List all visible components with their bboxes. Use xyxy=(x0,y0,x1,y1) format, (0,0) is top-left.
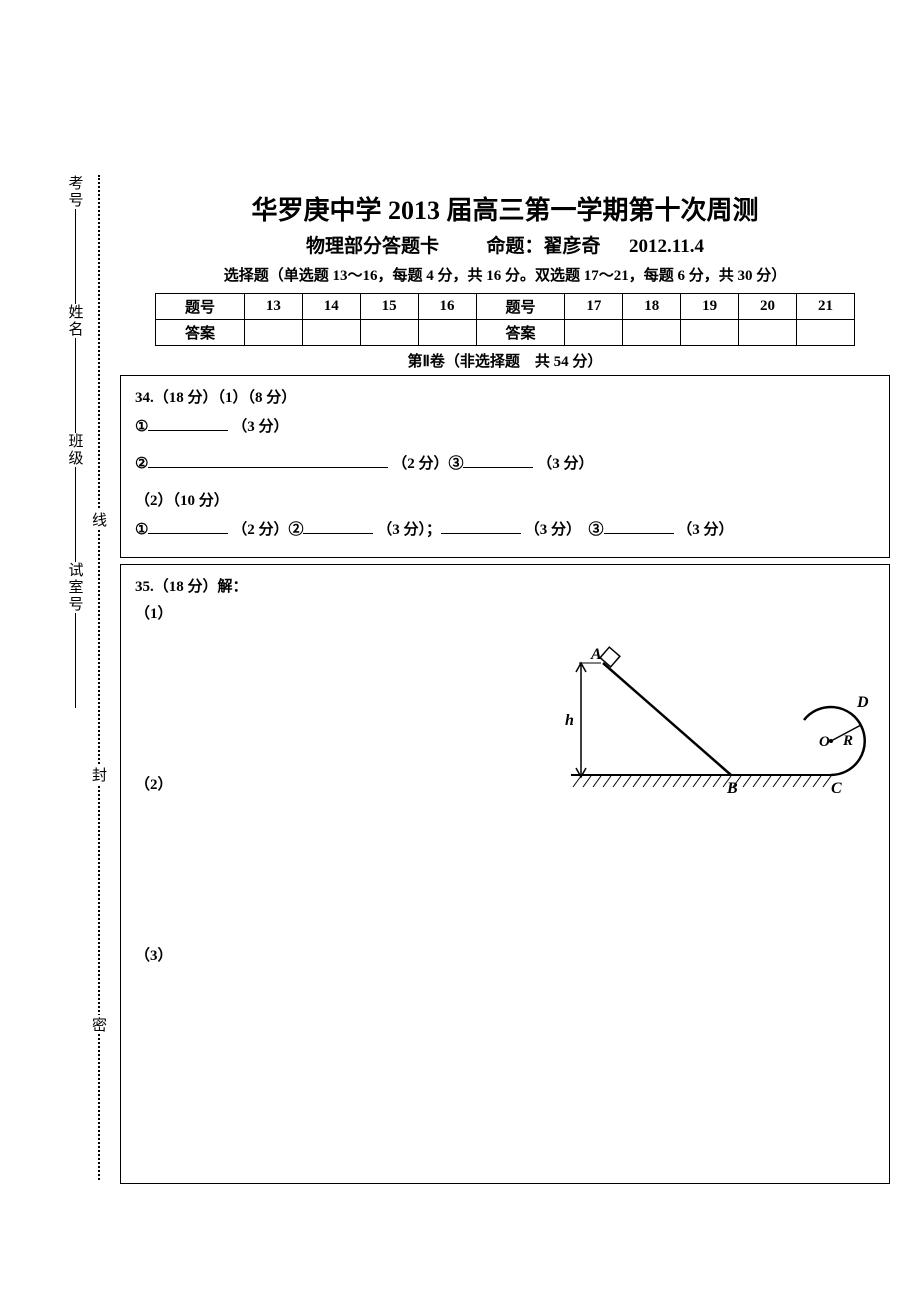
answer-cell[interactable] xyxy=(739,320,797,346)
q35-sub1: （1） xyxy=(135,602,875,623)
q35-sub3: （3） xyxy=(135,944,875,965)
fill-blank[interactable] xyxy=(463,453,533,468)
label-O: O xyxy=(819,734,830,750)
physics-diagram: A B C D O R h xyxy=(531,645,871,825)
binding-label-shishihao: 试室号 xyxy=(65,562,86,613)
answer-cell[interactable] xyxy=(360,320,418,346)
binding-blank xyxy=(75,467,76,562)
q34-header: 34.（18 分）（1）（8 分） xyxy=(135,386,875,407)
q34-1-2: ② （2 分）③ （3 分） xyxy=(135,452,875,473)
question-35-box: 35.（18 分）解： （1） （2） （3） xyxy=(120,564,890,1184)
q34-1-1: ① （3 分） xyxy=(135,415,875,436)
fill-blank[interactable] xyxy=(303,519,373,534)
table-cell: 17 xyxy=(565,294,623,320)
answer-cell[interactable] xyxy=(244,320,302,346)
label-R: R xyxy=(842,733,853,749)
page-title: 华罗庚中学 2013 届高三第一学期第十次周测 xyxy=(120,190,890,227)
answer-table: 题号 13 14 15 16 题号 17 18 19 20 21 答案 答案 xyxy=(155,293,855,346)
fill-blank[interactable] xyxy=(148,453,388,468)
answer-cell[interactable] xyxy=(623,320,681,346)
q34-2-header: （2）（10 分） xyxy=(135,489,875,510)
binding-label-kaohao: 考号 xyxy=(65,175,86,209)
answer-cell[interactable] xyxy=(565,320,623,346)
label-A: A xyxy=(590,646,602,663)
main-content: 华罗庚中学 2013 届高三第一学期第十次周测 物理部分答题卡 命题：翟彦奇 2… xyxy=(120,190,890,1184)
table-cell: 18 xyxy=(623,294,681,320)
seal-label-mi: 密 xyxy=(88,1015,109,1034)
answer-cell[interactable] xyxy=(681,320,739,346)
answer-cell[interactable] xyxy=(302,320,360,346)
binding-blank xyxy=(75,613,76,708)
subtitle-author: 命题：翟彦奇 xyxy=(487,236,601,257)
binding-blank xyxy=(75,338,76,433)
label-C: C xyxy=(831,780,842,797)
section2-title: 第Ⅱ卷（非选择题 共 54 分） xyxy=(120,350,890,371)
table-cell: 答案 xyxy=(476,320,565,346)
q34-2-1: ① （2 分）② （3 分）； （3 分） ③ （3 分） xyxy=(135,518,875,539)
incline-line xyxy=(603,663,731,775)
seal-label-xian: 线 xyxy=(88,510,109,529)
seal-label-feng: 封 xyxy=(88,765,109,784)
table-row: 题号 13 14 15 16 题号 17 18 19 20 21 xyxy=(156,294,855,320)
label-D: D xyxy=(856,694,869,711)
table-cell: 答案 xyxy=(156,320,245,346)
mc-instruction: 选择题（单选题 13～16，每题 4 分，共 16 分。双选题 17～21，每题… xyxy=(120,264,890,285)
binding-label-xingming: 姓名 xyxy=(65,304,86,338)
q35-header: 35.（18 分）解： xyxy=(135,575,875,596)
table-cell: 14 xyxy=(302,294,360,320)
table-row: 答案 答案 xyxy=(156,320,855,346)
answer-cell[interactable] xyxy=(797,320,855,346)
fill-blank[interactable] xyxy=(148,519,228,534)
table-cell: 16 xyxy=(418,294,476,320)
ground-hatch xyxy=(573,776,831,787)
answer-cell[interactable] xyxy=(418,320,476,346)
table-cell: 15 xyxy=(360,294,418,320)
binding-label-banji: 班级 xyxy=(65,433,86,467)
label-B: B xyxy=(726,780,738,797)
fill-blank[interactable] xyxy=(604,519,674,534)
table-cell: 21 xyxy=(797,294,855,320)
table-cell: 19 xyxy=(681,294,739,320)
table-cell: 20 xyxy=(739,294,797,320)
question-34-box: 34.（18 分）（1）（8 分） ① （3 分） ② （2 分）③ （3 分）… xyxy=(120,375,890,558)
subtitle-date: 2012.11.4 xyxy=(629,236,704,257)
table-cell: 题号 xyxy=(156,294,245,320)
label-h: h xyxy=(565,712,574,729)
table-cell: 题号 xyxy=(476,294,565,320)
binding-blank xyxy=(75,209,76,304)
fill-blank[interactable] xyxy=(148,416,228,431)
table-cell: 13 xyxy=(244,294,302,320)
loop-arc xyxy=(804,707,865,775)
fill-blank[interactable] xyxy=(441,519,521,534)
subtitle-left: 物理部分答题卡 xyxy=(306,236,439,257)
page-subtitle: 物理部分答题卡 命题：翟彦奇 2012.11.4 xyxy=(120,231,890,258)
